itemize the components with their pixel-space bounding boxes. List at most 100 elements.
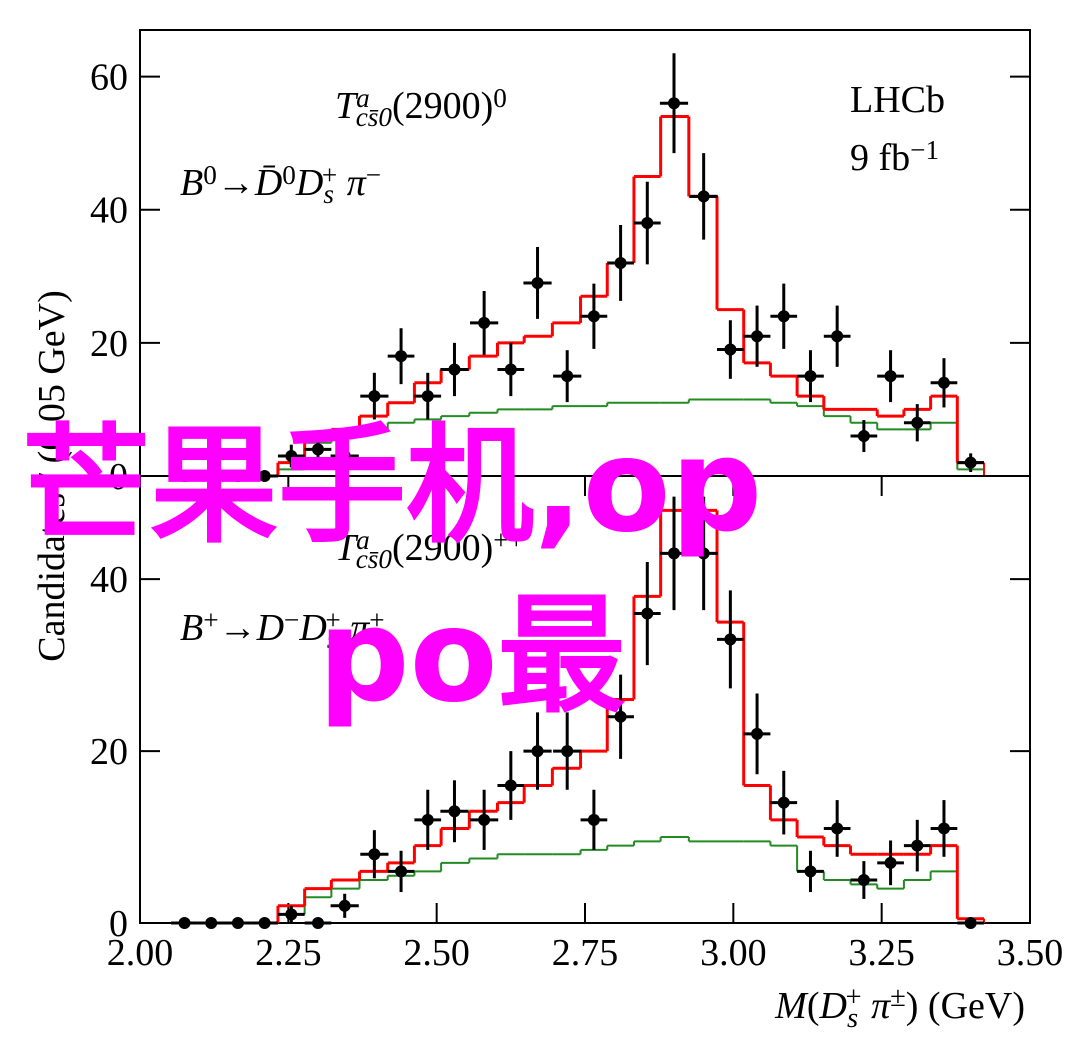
x-tick-label: 2.00	[107, 932, 174, 974]
data-point	[561, 370, 574, 383]
x-tick-label: 2.50	[403, 932, 470, 974]
data-point	[804, 370, 817, 383]
data-point	[478, 813, 491, 826]
text-part: →	[219, 607, 257, 649]
text-part: D	[298, 607, 326, 649]
data-point	[395, 865, 408, 878]
text-part: +	[203, 605, 218, 635]
y-tick-label: 20	[90, 731, 128, 773]
text-part: (	[807, 985, 820, 1027]
data-point	[312, 443, 324, 456]
data-point	[561, 745, 574, 758]
annotation: 9 fb−1	[850, 135, 939, 179]
text-part: D	[256, 607, 284, 649]
data-point	[231, 917, 244, 929]
data-point	[804, 865, 817, 878]
data-point	[285, 908, 298, 921]
text-part: ) (GeV)	[906, 985, 1025, 1027]
annotation: LHCb	[850, 79, 945, 121]
text-part: +	[845, 982, 861, 1013]
data-point	[911, 416, 924, 429]
data-point	[205, 917, 218, 929]
data-point	[614, 256, 627, 269]
data-point	[831, 822, 844, 835]
x-tick-label: 2.25	[255, 932, 322, 974]
text-part: a	[356, 525, 370, 555]
text-part: s	[847, 1003, 858, 1034]
data-point	[395, 350, 408, 363]
x-tick-label: 3.50	[997, 932, 1064, 974]
text-part: −	[366, 160, 381, 190]
x-axis-label: M(Ds+ π±) (GeV)	[774, 982, 1025, 1033]
data-point	[338, 899, 351, 912]
text-part: →	[217, 162, 255, 204]
data-point	[697, 190, 710, 203]
text-part: −	[284, 605, 299, 635]
text-part: cs̄0	[356, 544, 393, 574]
y-tick-label: 20	[90, 323, 128, 365]
x-tick-label: 3.25	[848, 932, 915, 974]
data-point	[884, 370, 897, 383]
x-tick-label: 3.00	[700, 932, 767, 974]
text-part: +	[322, 160, 337, 190]
text-part: D	[295, 162, 323, 204]
text-part: 0	[282, 160, 296, 190]
data-point	[641, 607, 654, 620]
text-part: π	[337, 162, 367, 204]
data-point	[777, 310, 790, 323]
data-point	[724, 343, 737, 356]
data-point	[504, 779, 517, 792]
data-point	[641, 217, 654, 230]
text-part: D	[818, 985, 846, 1027]
data-point	[258, 917, 271, 929]
text-part: 0	[493, 83, 507, 113]
data-point	[421, 390, 434, 403]
annotation: B0→D̄0Ds+ π−	[180, 160, 381, 209]
data-point	[884, 856, 897, 869]
text-part: T	[335, 527, 359, 569]
data-point	[937, 376, 950, 389]
annotation: Ta cs̄0(2900)++	[335, 525, 524, 574]
data-point	[178, 917, 191, 929]
data-point	[448, 363, 461, 376]
text-part: M	[774, 985, 809, 1027]
data-point	[697, 547, 710, 560]
data-point	[964, 917, 977, 929]
text-part: T	[335, 85, 359, 127]
y-tick-label: 0	[109, 456, 128, 498]
data-point	[421, 813, 434, 826]
y-tick-label: 40	[90, 559, 128, 601]
text-part: −1	[910, 135, 939, 165]
text-part: s	[323, 179, 334, 209]
data-point	[831, 330, 844, 343]
text-part: ++	[493, 525, 524, 555]
y-tick-label: 0	[109, 903, 128, 945]
data-point	[911, 839, 924, 852]
data-point	[368, 848, 381, 861]
data-point	[448, 805, 461, 818]
data-point	[937, 822, 950, 835]
data-point	[531, 276, 544, 289]
x-tick-label: 2.75	[552, 932, 619, 974]
watermark: po最	[318, 582, 626, 731]
text-part: D̄	[254, 162, 282, 204]
data-point	[857, 430, 870, 443]
text-part: +	[369, 605, 384, 635]
text-part: a	[356, 83, 370, 113]
text-part: B	[180, 607, 203, 649]
data-point	[478, 316, 491, 329]
data-point	[285, 450, 298, 463]
data-point	[777, 796, 790, 809]
text-part: (2900)	[392, 85, 493, 127]
y-axis-label: Candidates / (0.05 GeV)	[31, 290, 73, 661]
data-point	[751, 330, 764, 343]
text-part: 9 fb	[850, 137, 910, 179]
data-point	[857, 874, 870, 887]
data-point	[964, 456, 977, 469]
text-part: s	[327, 624, 338, 654]
data-point	[531, 745, 544, 758]
text-part: (2900)	[392, 527, 493, 569]
data-point	[338, 450, 351, 463]
y-tick-label: 60	[90, 57, 128, 99]
